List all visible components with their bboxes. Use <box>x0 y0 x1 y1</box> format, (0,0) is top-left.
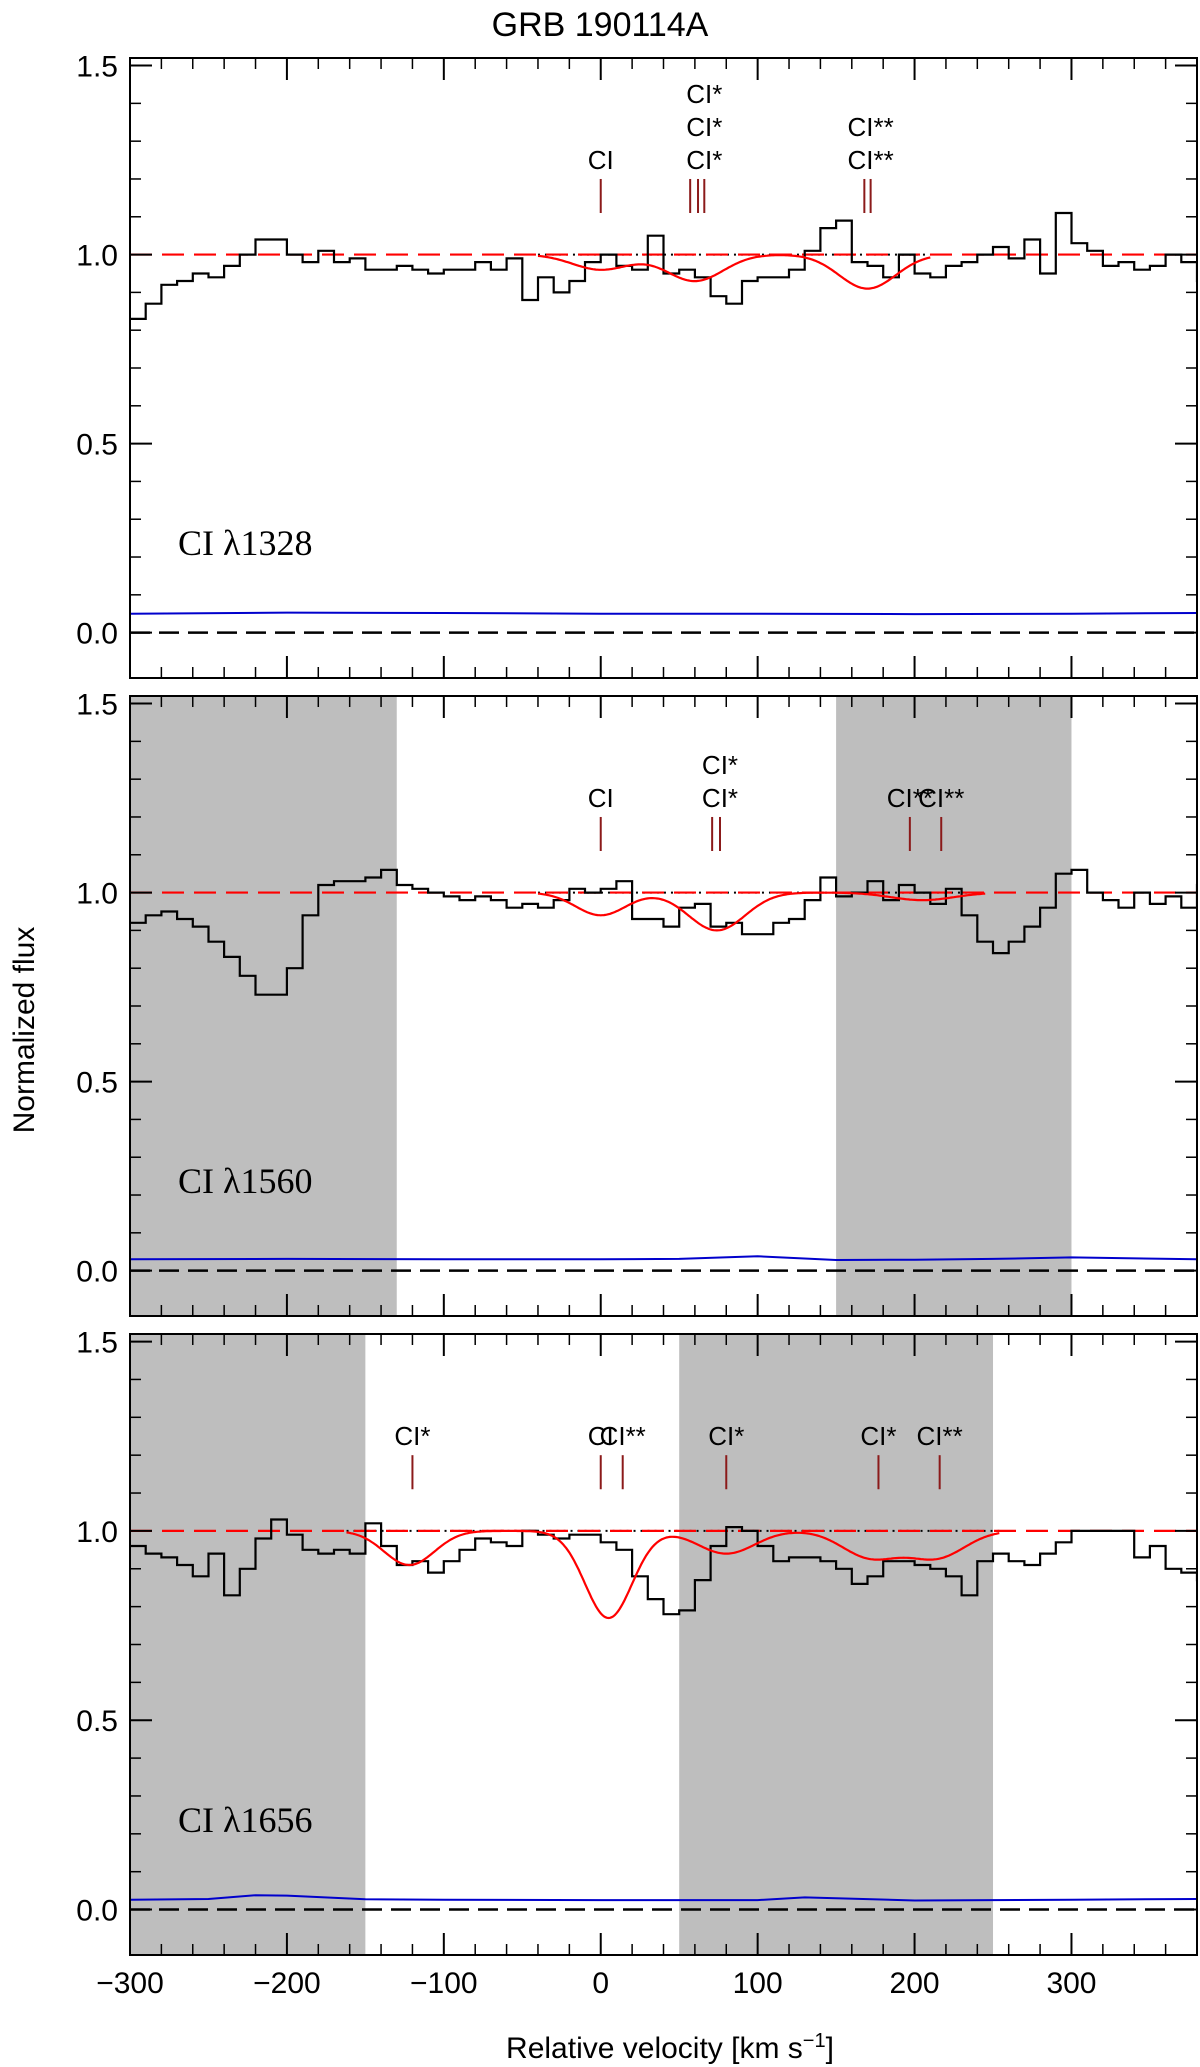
error-spectrum <box>130 611 1197 616</box>
transition-label: CI** <box>917 1421 963 1451</box>
x-tick-label: −300 <box>96 1967 164 2000</box>
panel-body <box>130 1334 1197 1955</box>
panel-label: CI λ1328 <box>178 523 312 563</box>
y-tick-label: 0.0 <box>76 618 118 651</box>
excluded-region <box>130 696 397 1316</box>
transition-label: CI* <box>686 112 722 142</box>
excluded-region <box>130 1334 366 1955</box>
y-tick-label: 1.0 <box>76 878 118 911</box>
y-tick-label: 0.5 <box>76 429 118 462</box>
x-tick-label: 100 <box>733 1967 783 2000</box>
y-tick-label: 0.0 <box>76 1256 118 1289</box>
y-tick-label: 1.5 <box>76 1327 118 1360</box>
panel-1: 0.00.51.01.5CI CI*CI*CI*CI**CI**CI λ1328 <box>76 51 1198 679</box>
transition-label: CI** <box>918 783 964 813</box>
transition-label: CI* <box>702 783 738 813</box>
transition-label: CI* <box>394 1421 430 1451</box>
transition-label: CI <box>588 783 614 813</box>
x-tick-label: 300 <box>1046 1967 1096 2000</box>
transition-label: CI* <box>686 79 722 109</box>
y-tick-label: 0.5 <box>76 1067 118 1100</box>
model-profile <box>346 1529 1000 1620</box>
excluded-region <box>836 696 1072 1316</box>
x-tick-label: 200 <box>890 1967 940 2000</box>
x-tick-label: −200 <box>253 1967 321 2000</box>
transition-label: CI <box>588 1421 614 1451</box>
y-tick-label: 1.0 <box>76 240 118 273</box>
x-tick-label: 0 <box>592 1967 609 2000</box>
transition-label: CI* <box>708 1421 744 1451</box>
error-spectrum <box>130 1255 1197 1262</box>
panel-label: CI λ1560 <box>178 1161 312 1201</box>
panel-2: 0.0 0.5 1.0 1.5 CI CI*CI* CI**CI** CI λ1560 <box>76 689 1198 1317</box>
y-tick-label: 1.0 <box>76 1516 118 1549</box>
transition-label: CI** <box>600 1421 646 1451</box>
panel-label: CI λ1656 <box>178 1800 312 1840</box>
data-spectrum <box>130 1518 1197 1616</box>
y-axis-label: Normalized flux <box>8 926 41 1134</box>
model-profile <box>537 891 986 932</box>
x-axis-label-close: ] <box>825 2032 834 2065</box>
transition-label: CI* <box>686 145 722 175</box>
transition-label: CI <box>588 145 614 175</box>
model-profile <box>537 253 931 290</box>
transition-label: CI** <box>847 112 893 142</box>
transition-label: CI** <box>847 145 893 175</box>
panel-frame <box>129 57 1198 679</box>
x-axis-label-main: Relative velocity [km s <box>506 2032 803 2065</box>
figure-title: GRB 190114A <box>491 6 709 44</box>
panel-body <box>130 696 1197 1316</box>
y-tick-label: 0.0 <box>76 1895 118 1928</box>
x-axis-label-sup: −1 <box>802 2030 826 2052</box>
transition-label: CI* <box>702 750 738 780</box>
transition-label: CI* <box>860 1421 896 1451</box>
y-tick-label: 0.5 <box>76 1705 118 1738</box>
panel-body <box>130 211 1197 634</box>
transition-label: CI** <box>887 783 933 813</box>
error-spectrum <box>130 1894 1197 1902</box>
y-tick-label: 1.5 <box>76 689 118 722</box>
x-axis-label: Relative velocity [km s−1] <box>70 2030 1200 2066</box>
y-tick-label: 1.5 <box>76 51 118 84</box>
data-spectrum <box>130 868 1197 996</box>
excluded-region <box>679 1334 994 1955</box>
x-tick-label: −100 <box>410 1967 478 2000</box>
data-spectrum <box>130 211 1197 320</box>
